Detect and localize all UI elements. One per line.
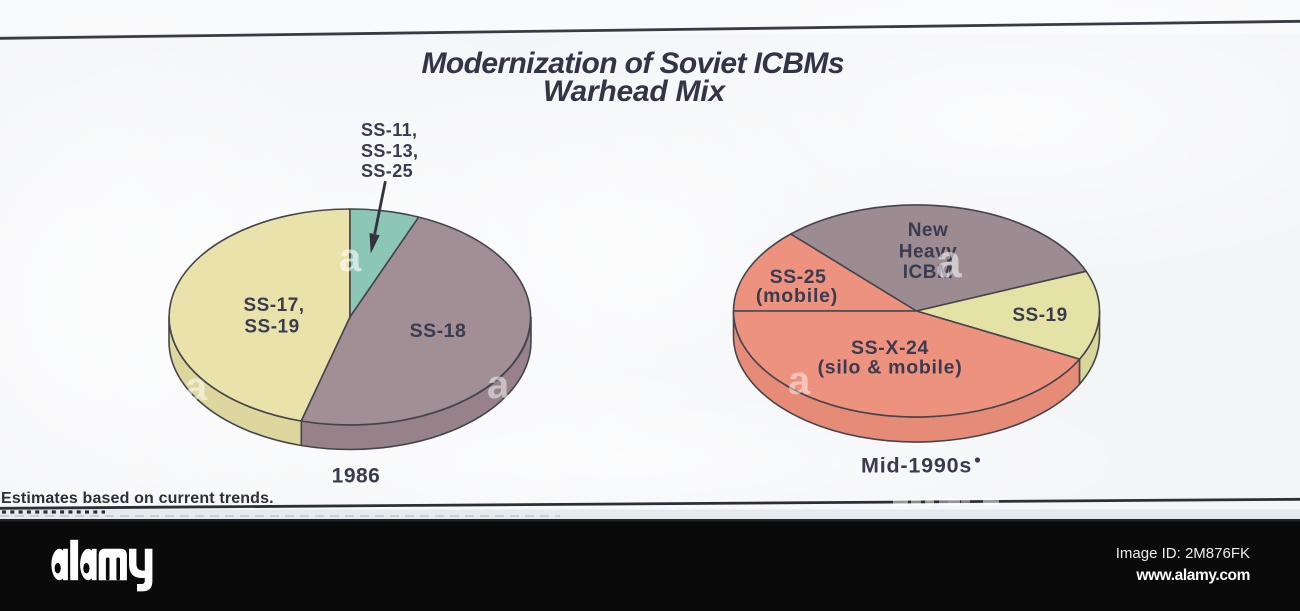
svg-text:a: a — [487, 363, 510, 407]
svg-text:New: New — [908, 220, 949, 241]
svg-text:Mid-1990s: Mid-1990s — [861, 454, 972, 478]
svg-text:SS-25: SS-25 — [361, 161, 413, 181]
svg-text:Image ID: 2M876FK: Image ID: 2M876FK — [1116, 545, 1250, 562]
svg-text:a: a — [788, 359, 811, 403]
svg-text:SS-18: SS-18 — [410, 320, 467, 342]
svg-text:a: a — [339, 236, 362, 280]
svg-text:a: a — [185, 365, 208, 409]
svg-text:SS-19: SS-19 — [1012, 305, 1067, 326]
svg-text:SS-17,: SS-17, — [243, 295, 304, 316]
svg-text:1986: 1986 — [332, 465, 381, 488]
svg-text:(mobile): (mobile) — [756, 285, 838, 307]
svg-text:SS-13,: SS-13, — [361, 141, 418, 161]
svg-text:SS-11,: SS-11, — [361, 120, 417, 140]
svg-text:a: a — [936, 235, 962, 287]
svg-text:Warhead Mix: Warhead Mix — [543, 75, 726, 108]
svg-text:www.alamy.com: www.alamy.com — [1135, 567, 1250, 584]
svg-text:ICBM: ICBM — [903, 262, 954, 283]
svg-text:SS-19: SS-19 — [244, 317, 299, 338]
svg-text:Modernization of Soviet ICBMs: Modernization of Soviet ICBMs — [422, 47, 845, 80]
svg-text:a: a — [830, 450, 842, 472]
svg-text:SS-25: SS-25 — [770, 266, 827, 288]
svg-text:Estimates based on current tre: Estimates based on current trends. — [1, 490, 274, 507]
svg-text:Heavy: Heavy — [899, 242, 958, 263]
svg-text:SS-X-24: SS-X-24 — [851, 337, 929, 359]
svg-text:(silo & mobile): (silo & mobile) — [818, 357, 963, 379]
